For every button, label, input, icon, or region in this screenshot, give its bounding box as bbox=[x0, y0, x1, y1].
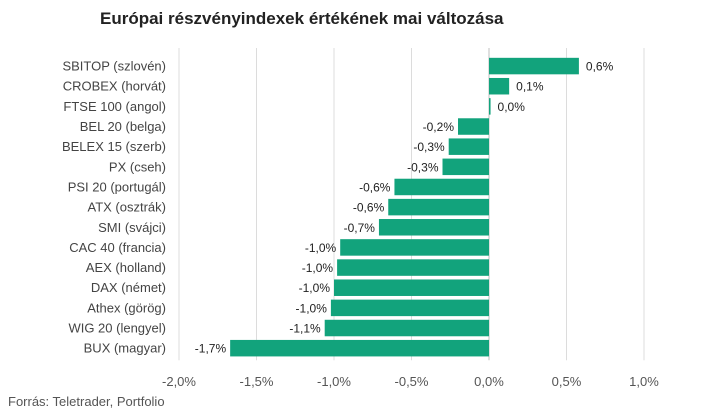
category-label: PSI 20 (portugál) bbox=[68, 179, 166, 194]
x-tick-label: 1,0% bbox=[629, 374, 659, 389]
bar bbox=[448, 138, 489, 155]
data-label: -0,6% bbox=[359, 180, 391, 194]
category-label: CROBEX (horvát) bbox=[63, 79, 166, 94]
bar bbox=[230, 339, 489, 357]
data-labels: 0,6% 0,1% 0,0% -0,2% -0,3% -0,3% -0,6% -0,6% -0,… bbox=[195, 60, 614, 356]
source-note: Forrás: Teletrader, Portfolio bbox=[8, 394, 165, 409]
bar bbox=[324, 319, 489, 337]
data-label: -1,7% bbox=[195, 342, 227, 356]
data-label: -1,0% bbox=[302, 261, 334, 275]
category-label: FTSE 100 (angol) bbox=[63, 99, 166, 114]
data-label: -0,3% bbox=[407, 160, 439, 174]
category-label: SBITOP (szlovén) bbox=[62, 59, 166, 74]
data-label: -0,2% bbox=[423, 120, 455, 134]
data-label: -1,0% bbox=[296, 301, 328, 315]
bar bbox=[442, 158, 489, 176]
bar bbox=[489, 98, 491, 115]
x-tick-label: 0,0% bbox=[474, 374, 504, 389]
bar bbox=[330, 299, 489, 317]
category-labels: SBITOP (szlovén) CROBEX (horvát) FTSE 100 … bbox=[62, 59, 166, 356]
bar bbox=[378, 219, 489, 236]
bar bbox=[337, 259, 489, 276]
x-tick-label: -2,0% bbox=[162, 374, 196, 389]
category-label: CAC 40 (francia) bbox=[69, 240, 166, 255]
data-label: 0,0% bbox=[498, 100, 526, 114]
category-label: BELEX 15 (szerb) bbox=[62, 139, 166, 154]
x-tick-label: -1,0% bbox=[317, 374, 351, 389]
category-label: SMI (svájci) bbox=[98, 220, 166, 235]
bar bbox=[394, 178, 489, 196]
data-label: 0,6% bbox=[586, 60, 614, 74]
data-label: 0,1% bbox=[516, 80, 544, 94]
data-label: -0,3% bbox=[413, 140, 445, 154]
chart-title: Európai részvényindexek értékének mai vá… bbox=[100, 9, 504, 28]
category-label: WIG 20 (lengyel) bbox=[68, 321, 166, 336]
data-label: -0,6% bbox=[353, 201, 385, 215]
x-tick-label: 0,5% bbox=[552, 374, 582, 389]
bar bbox=[340, 239, 489, 256]
x-tick-label: -0,5% bbox=[395, 374, 429, 389]
data-label: -0,7% bbox=[344, 221, 376, 235]
category-label: Athex (görög) bbox=[87, 300, 166, 315]
category-label: ATX (osztrák) bbox=[88, 200, 167, 215]
bars bbox=[230, 57, 579, 357]
category-label: BUX (magyar) bbox=[84, 341, 166, 356]
x-tick-label: -1,5% bbox=[240, 374, 274, 389]
category-label: AEX (holland) bbox=[86, 260, 166, 275]
category-label: PX (cseh) bbox=[109, 159, 166, 174]
x-axis-ticks: -2,0% -1,5% -1,0% -0,5% 0,0% 0,5% 1,0% bbox=[162, 374, 659, 389]
data-label: -1,1% bbox=[289, 322, 321, 336]
data-label: -1,0% bbox=[299, 281, 331, 295]
bar bbox=[458, 118, 489, 135]
bar bbox=[334, 279, 489, 296]
bar bbox=[388, 198, 489, 216]
data-label: -1,0% bbox=[305, 241, 337, 255]
category-label: BEL 20 (belga) bbox=[80, 119, 166, 134]
bar bbox=[489, 77, 510, 95]
bar bbox=[489, 57, 579, 75]
category-label: DAX (német) bbox=[91, 280, 166, 295]
